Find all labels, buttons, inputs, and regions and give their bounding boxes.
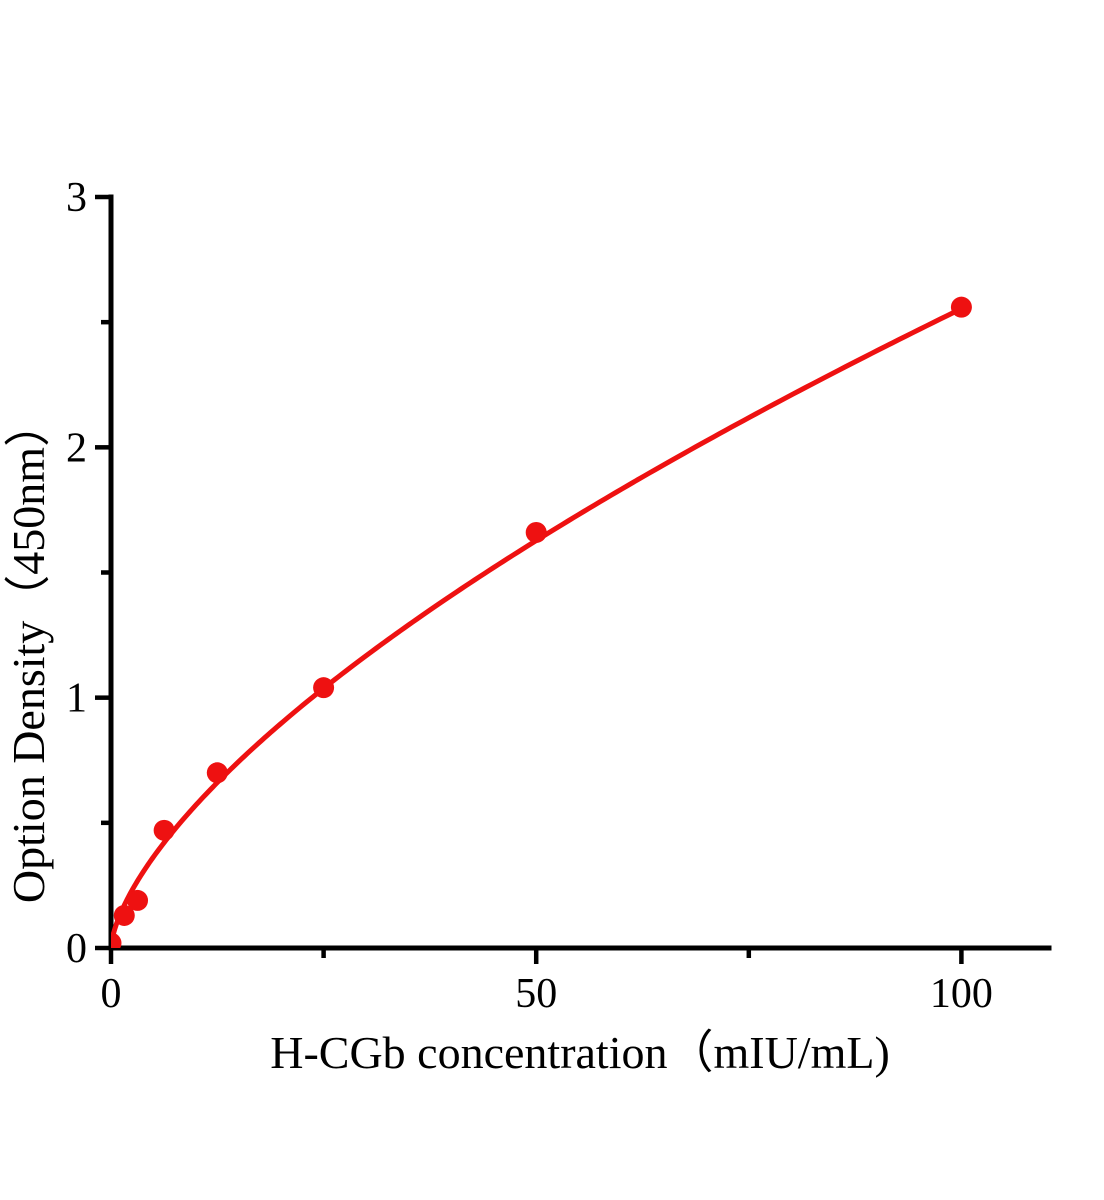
y-tick-label: 2 (66, 425, 87, 471)
x-axis-title: H-CGb concentration（mIU/mL) (270, 1027, 890, 1078)
fit-curve (111, 306, 964, 948)
y-tick-label: 3 (66, 175, 87, 221)
data-point (127, 889, 149, 911)
x-tick-label: 50 (515, 971, 557, 1017)
x-tick-label: 100 (930, 971, 993, 1017)
data-point (113, 904, 135, 926)
data-point (525, 521, 547, 543)
axes-and-series: 0 50 100 0 1 2 3 (66, 175, 1052, 1017)
data-point (206, 762, 228, 784)
data-series (111, 296, 972, 948)
y-tick-label: 1 (66, 676, 87, 722)
y-axis-title: Option Density（450nm） (3, 401, 54, 903)
data-point (111, 932, 122, 948)
x-tick-label: 0 (101, 971, 122, 1017)
data-point (153, 819, 175, 841)
data-point (313, 677, 335, 699)
data-point (950, 296, 972, 318)
y-tick-label: 0 (66, 926, 87, 972)
